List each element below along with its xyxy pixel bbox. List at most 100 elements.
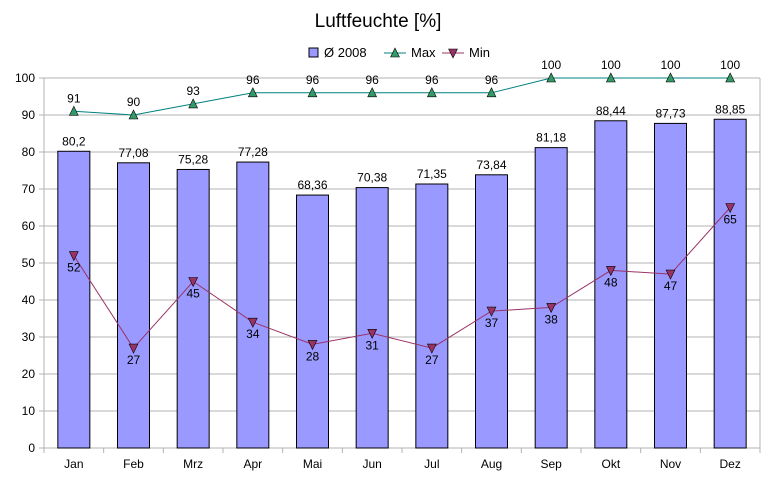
x-tick-label: Feb: [123, 457, 144, 471]
point-min: [188, 277, 199, 288]
point-max: [68, 105, 79, 116]
bar-data-label: 80,2: [62, 134, 86, 148]
bar: [654, 122, 687, 449]
point-max: [725, 72, 736, 83]
x-tick-label: Mrz: [183, 457, 203, 471]
y-tick-label: 60: [22, 219, 36, 233]
point-max: [367, 87, 378, 98]
point-label-min: 28: [306, 349, 320, 363]
point-min: [426, 343, 437, 354]
bar: [117, 162, 150, 449]
bar: [713, 118, 747, 449]
x-tick-label: Aug: [481, 457, 502, 471]
point-label-min: 31: [365, 338, 379, 352]
point-max: [546, 72, 557, 83]
bar-data-label: 70,38: [357, 171, 387, 185]
point-label-max: 96: [485, 73, 499, 87]
bar: [57, 150, 91, 449]
point-label-max: 100: [720, 58, 740, 72]
series-line-min: [73, 207, 731, 349]
plot-area: 0 10 20 30 40 50 60 70 80 90 100 Jan Feb Mrz Apr Mai Jun…: [15, 58, 761, 471]
bar-data-label: 73,84: [476, 158, 506, 172]
x-tick-label: Dez: [719, 457, 740, 471]
x-tick-label: Okt: [601, 457, 620, 471]
x-tick-label: Sep: [540, 457, 562, 471]
point-label-min: 27: [127, 353, 141, 367]
point-max: [307, 87, 318, 98]
y-tick-label: 80: [22, 145, 36, 159]
x-tick-label: Apr: [243, 457, 262, 471]
legend-swatch-bar: [308, 47, 319, 58]
point-label-min: 34: [246, 327, 260, 341]
point-min: [665, 269, 676, 280]
y-tick-label: 0: [28, 441, 35, 455]
point-label-min: 45: [186, 287, 200, 301]
legend-label-bar: Ø 2008: [324, 45, 367, 60]
y-tick-label: 100: [15, 71, 35, 85]
legend-label-max: Max: [411, 45, 436, 60]
point-label-max: 90: [127, 95, 141, 109]
x-tick-label: Jan: [64, 457, 83, 471]
bar: [355, 187, 389, 449]
x-tick-label: Nov: [660, 457, 681, 471]
bar-data-label: 81,18: [536, 131, 566, 145]
series-line-max: [73, 77, 731, 116]
point-min: [546, 303, 557, 314]
bar-data-label: 71,35: [417, 167, 447, 181]
bar: [594, 120, 628, 449]
point-label-max: 96: [306, 73, 320, 87]
bar-data-label: 77,28: [238, 145, 268, 159]
point-max: [605, 72, 616, 83]
point-label-max: 96: [365, 73, 379, 87]
point-max: [665, 72, 676, 83]
bar-data-label: 75,28: [178, 152, 208, 166]
bar: [296, 194, 329, 449]
point-min: [486, 306, 497, 317]
bar-data-label: 87,73: [655, 106, 685, 120]
bar-data-label: 68,36: [297, 178, 327, 192]
point-label-min: 27: [425, 353, 439, 367]
point-max: [128, 109, 139, 120]
point-label-max: 96: [246, 73, 260, 87]
bar-data-label: 77,08: [118, 146, 148, 160]
legend-marker-max: [390, 47, 400, 58]
point-max: [426, 87, 437, 98]
point-label-max: 100: [601, 58, 621, 72]
y-tick-label: 10: [22, 404, 36, 418]
point-min: [605, 266, 616, 277]
point-label-min: 48: [604, 275, 618, 289]
point-min: [68, 251, 79, 262]
y-tick-label: 50: [22, 256, 36, 270]
bar: [176, 168, 210, 449]
bar-data-label: 88,44: [596, 104, 626, 118]
point-label-min: 52: [67, 261, 81, 275]
bar-data-label: 88,85: [715, 102, 745, 116]
legend-label-min: Min: [469, 45, 490, 60]
point-label-max: 96: [425, 73, 439, 87]
chart-title: Luftfeuchte [%]: [315, 11, 442, 32]
x-tick-label: Jul: [424, 457, 439, 471]
point-min: [307, 340, 318, 351]
legend-marker-min: [448, 48, 458, 59]
y-tick-label: 30: [22, 330, 36, 344]
legend: Ø 2008 Max Min: [308, 45, 490, 60]
point-label-min: 65: [723, 213, 737, 227]
point-min: [367, 328, 378, 339]
point-label-max: 100: [541, 58, 561, 72]
x-tick-label: Jun: [362, 457, 381, 471]
bar: [236, 161, 270, 449]
point-min: [128, 343, 139, 354]
point-min: [247, 317, 258, 328]
point-label-min: 38: [544, 312, 558, 326]
point-label-max: 100: [660, 58, 680, 72]
point-max: [188, 98, 199, 109]
y-tick-label: 90: [22, 108, 36, 122]
point-label-max: 93: [186, 84, 200, 98]
bar: [534, 147, 568, 449]
y-tick-label: 40: [22, 293, 36, 307]
y-tick-label: 20: [22, 367, 36, 381]
y-tick-label: 70: [22, 182, 36, 196]
point-max: [486, 87, 497, 98]
